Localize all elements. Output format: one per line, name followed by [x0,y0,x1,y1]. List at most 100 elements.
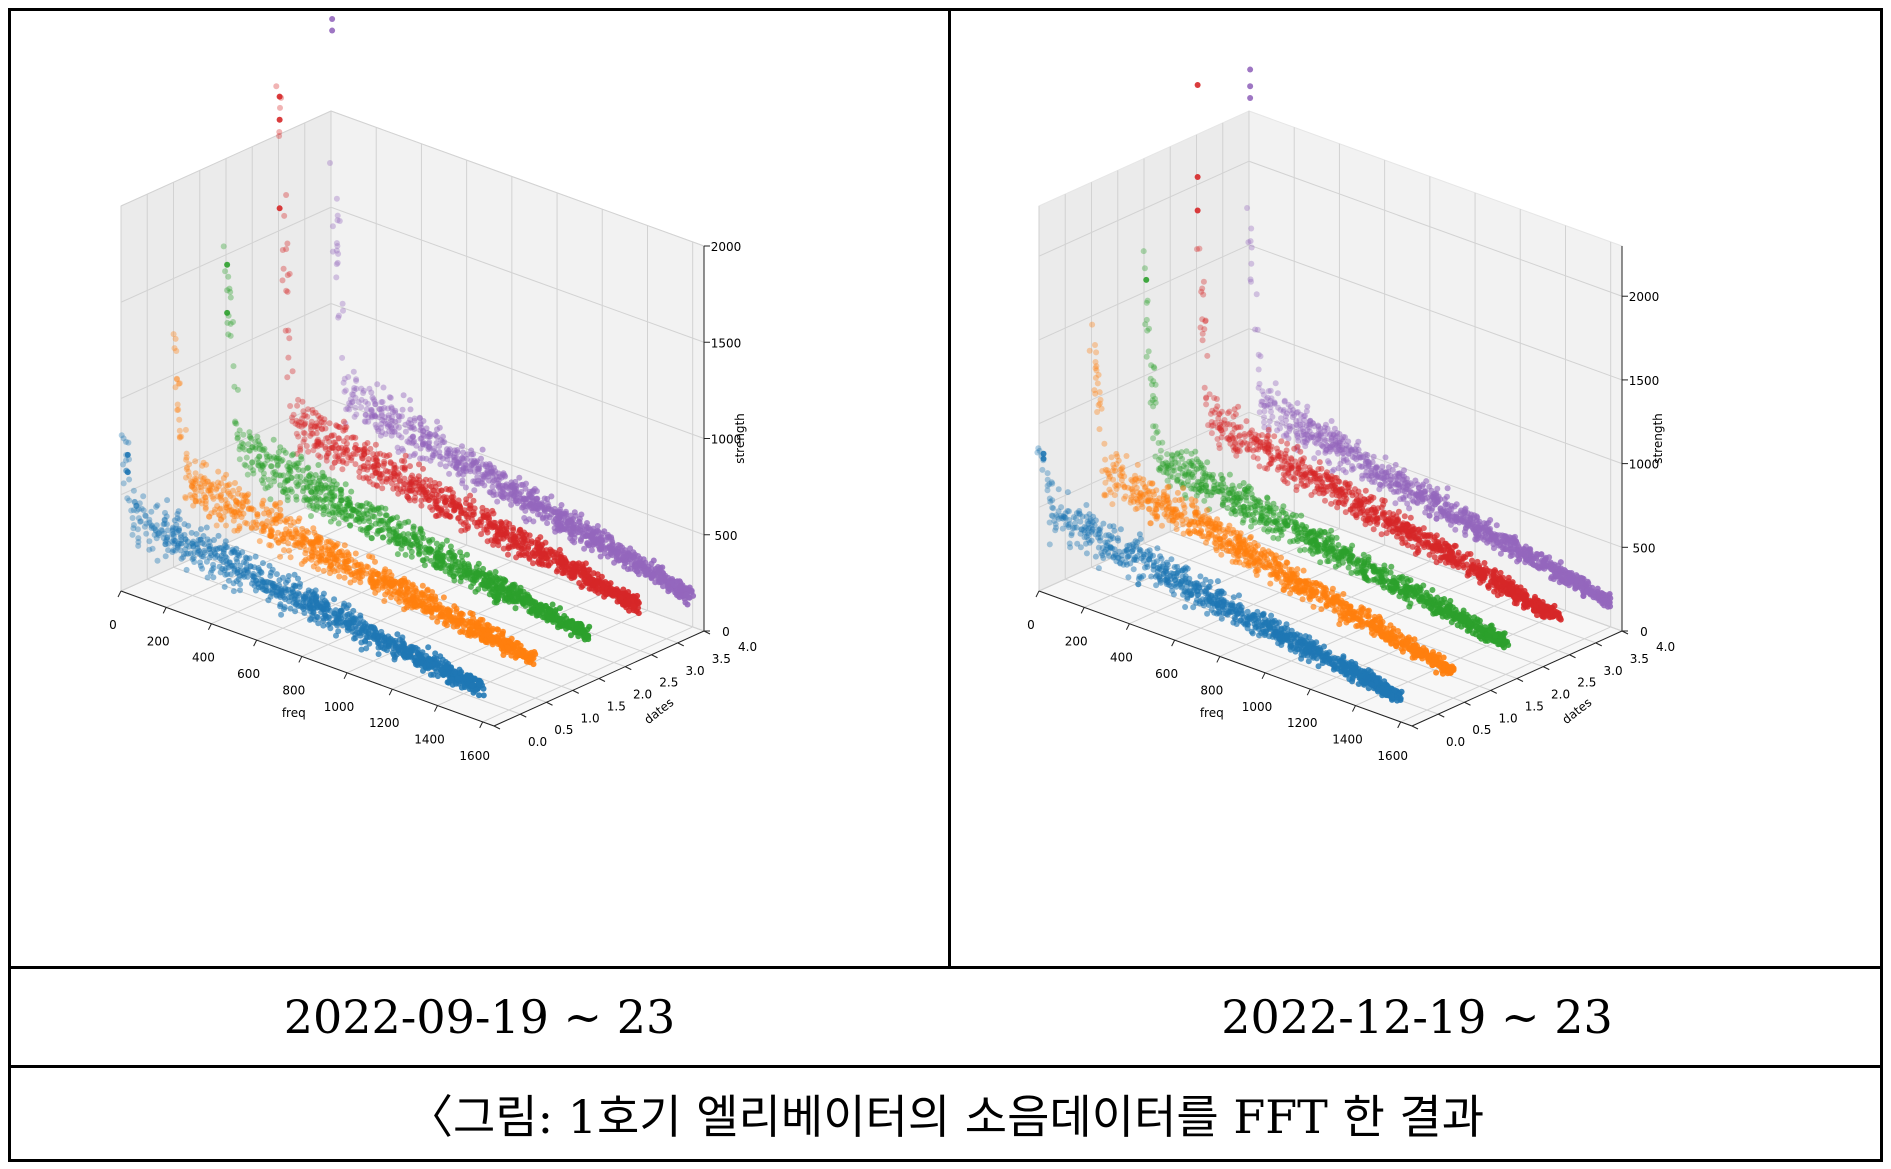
grid-line [147,578,521,715]
data-point [149,545,156,552]
data-point [512,605,519,612]
data-point [169,531,176,538]
data-point [1338,436,1345,443]
data-point [209,567,215,573]
data-point [283,287,290,294]
data-point [333,274,340,281]
data-point [381,404,388,411]
data-point [543,602,549,609]
data-point [375,505,382,512]
data-point [622,547,629,554]
data-point [277,518,284,525]
data-point [212,554,219,561]
x-tick [298,656,303,663]
data-point [450,618,456,625]
data-point [429,661,436,668]
data-point [387,394,394,401]
data-point [142,512,149,519]
data-point [292,608,299,615]
data-point [482,637,489,644]
data-point [182,426,189,433]
data-point [537,601,544,608]
data-point [413,442,420,449]
data-point [308,489,315,496]
data-point [256,462,262,469]
data-point [342,444,349,451]
data-point [175,542,182,549]
y-tick-label: 3.5 [1630,652,1649,666]
data-point [358,385,365,392]
data-point [142,513,149,519]
data-point [1334,439,1341,446]
data-point [284,374,291,381]
data-point [283,192,290,198]
data-point [174,544,181,551]
data-point [245,441,252,448]
data-point [407,406,414,413]
data-point [190,543,197,549]
data-point [453,462,460,468]
data-point [160,535,167,542]
data-point [367,569,374,576]
y-tick [625,666,632,671]
data-point [443,537,450,544]
data-point [223,482,230,489]
data-point [459,628,466,635]
data-point [216,512,223,519]
data-point [315,452,322,459]
data-point [396,413,403,420]
x-tick-label: 1200 [1287,716,1318,730]
data-point [245,491,252,498]
data-point [189,482,195,489]
data-point [198,553,205,560]
data-point [528,653,535,660]
data-point [420,418,427,424]
data-point [573,624,579,631]
data-point [432,503,439,510]
data-point [186,461,193,468]
data-point [480,626,487,633]
data-point [208,510,215,517]
data-point [190,554,197,561]
data-point [158,526,165,533]
data-point [456,613,463,619]
data-point [206,545,213,552]
data-point [200,459,207,466]
data-point [440,594,447,601]
data-point [287,554,294,561]
data-point [562,508,569,515]
data-point [417,421,424,428]
data-point [294,460,301,467]
data-point [178,532,185,539]
data-point [310,447,317,454]
data-point [361,446,368,453]
data-point [335,314,342,321]
data-point [354,502,361,509]
data-point [341,375,348,382]
data-point [173,375,180,382]
grid-line [1143,543,1518,679]
data-point [124,495,131,502]
data-point [184,464,191,471]
data-point [306,472,312,479]
data-point [427,477,434,484]
data-point [368,407,375,413]
data-point [173,376,180,383]
data-point [395,432,402,439]
data-point [287,605,294,612]
data-point [169,549,176,555]
data-point [203,524,210,531]
data-point [505,551,511,558]
data-point [490,492,497,499]
data-point [295,466,302,473]
data-point [135,506,142,513]
data-point [595,529,602,535]
data-point [279,247,286,253]
data-point [1261,419,1267,426]
data-point [544,496,551,502]
data-point [161,517,168,524]
data-point [211,537,217,543]
data-point [202,480,209,487]
data-point [164,534,171,541]
data-point [314,485,321,492]
